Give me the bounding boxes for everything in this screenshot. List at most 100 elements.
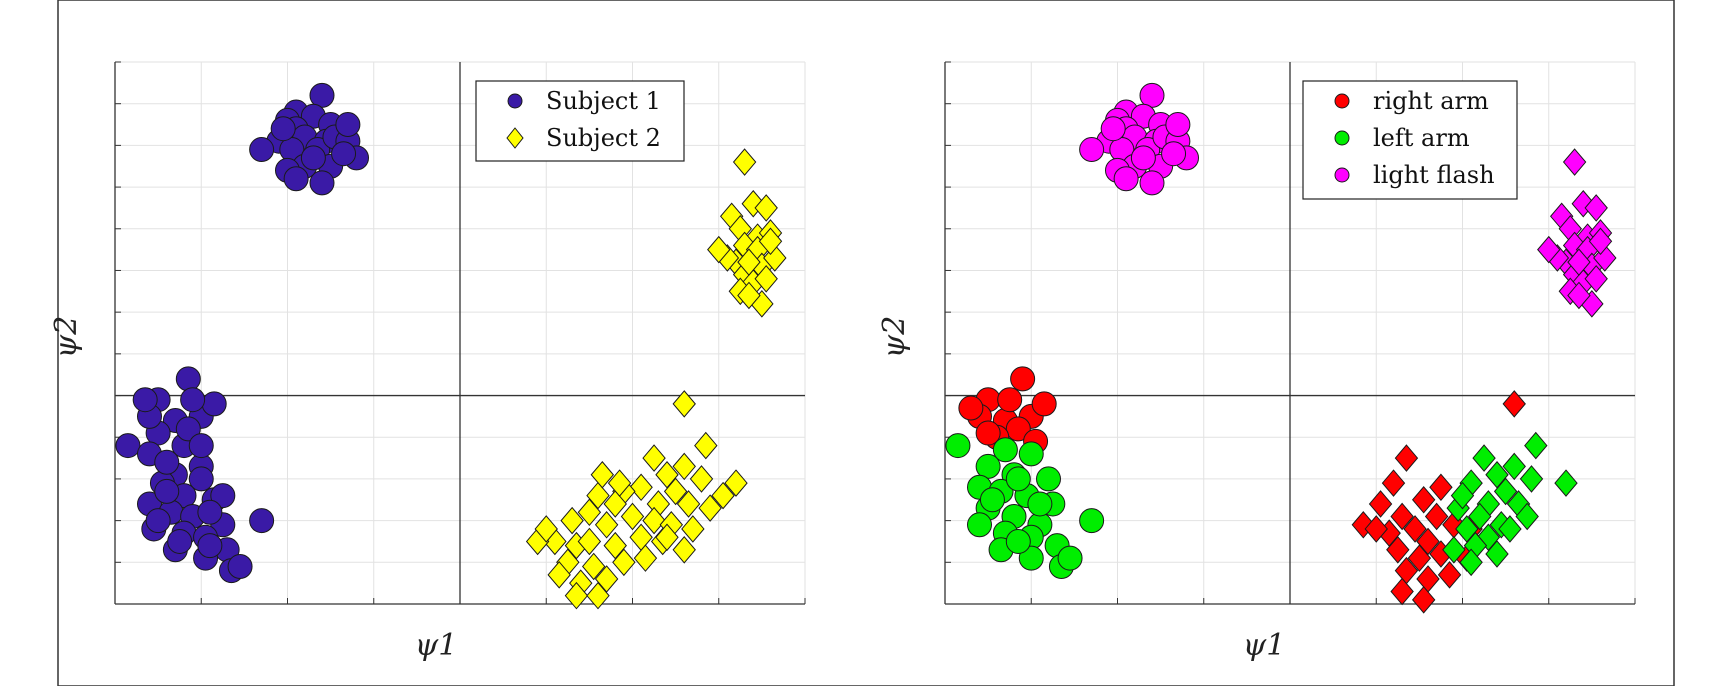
- subject-1-point: [227, 553, 253, 579]
- left-arm-point-circle: [1057, 545, 1083, 571]
- subject-2-point: [655, 460, 679, 489]
- subject-1-point: [249, 137, 275, 163]
- right-arm-point-diamond: [1411, 485, 1436, 514]
- subject-2-point: [534, 515, 558, 543]
- subject-2-point: [711, 481, 735, 510]
- subject-2-point: [737, 281, 761, 310]
- left-arm-point-diamond: [1468, 502, 1492, 531]
- right-arm-point-circle: [975, 420, 1001, 446]
- subject-2-point: [672, 452, 696, 481]
- legend-marker-light-flash: [1334, 167, 1350, 183]
- subject-1-point: [197, 533, 223, 559]
- right-arm-point-diamond: [1407, 544, 1432, 572]
- subject-1-point: [283, 166, 309, 192]
- light-flash-point-circle: [1100, 116, 1126, 142]
- scatter-plot-stimuli: ψ1 ψ2 right arm left arm light flash: [877, 61, 1636, 663]
- legend-marker-subject-1: [507, 93, 523, 109]
- left-arm-point-diamond: [1493, 477, 1518, 506]
- x-axis-label-text: ψ1: [1243, 628, 1286, 663]
- light-flash-point-circle: [1130, 145, 1156, 171]
- subject-2-point: [629, 473, 653, 502]
- subject-1-point: [331, 141, 357, 167]
- subject-1-point: [197, 499, 223, 525]
- left-arm-point-diamond: [1485, 540, 1509, 568]
- scatter-plot-subjects: ψ1 ψ2 Subject 1 Subject 2: [49, 61, 806, 663]
- x-axis-label: ψ1: [415, 628, 458, 663]
- subject-1-point: [145, 508, 171, 534]
- light-flash-point-circle: [1113, 166, 1139, 192]
- x-axis-label-text: ψ1: [415, 628, 458, 663]
- light-flash-point-circle: [1139, 170, 1165, 196]
- right-arm-point-diamond: [1390, 577, 1414, 606]
- left-arm-point-diamond: [1485, 460, 1509, 489]
- legend-marker-left-arm: [1334, 130, 1350, 146]
- y-axis-label: ψ2: [877, 316, 912, 359]
- right-arm-point-circle: [997, 387, 1023, 413]
- axes: [944, 61, 1636, 605]
- left-arm-point-circle: [1018, 545, 1044, 571]
- subject-1-point: [167, 528, 193, 554]
- left-arm-point-circle: [967, 512, 992, 538]
- right-arm-point-diamond: [1381, 469, 1406, 497]
- legend-box: [475, 80, 685, 162]
- subject-1-point: [188, 433, 214, 459]
- left-arm-point-diamond: [1554, 469, 1578, 497]
- subject-2-point: [754, 265, 778, 293]
- left-arm-point-diamond: [1502, 452, 1526, 481]
- left-arm-point-diamond: [1472, 444, 1496, 472]
- subject-2-point: [577, 498, 602, 527]
- subject-2-point: [737, 248, 761, 276]
- light-flash-point-diamond: [1593, 244, 1617, 272]
- legend: Subject 1 Subject 2: [475, 80, 685, 162]
- subject-2-point: [586, 481, 610, 510]
- subject-2-point: [577, 527, 602, 556]
- subject-2-point: [607, 469, 632, 497]
- subject-1-point: [201, 391, 227, 417]
- subject-2-point: [707, 235, 731, 264]
- right-arm-point-diamond: [1411, 586, 1436, 614]
- right-arm-point-circle: [1031, 391, 1057, 417]
- subject-2-point: [603, 490, 627, 518]
- right-arm-point-circle: [1005, 416, 1031, 442]
- right-arm-point-diamond: [1437, 561, 1462, 589]
- subject-1-point: [270, 116, 296, 142]
- subject-1-point: [154, 449, 180, 475]
- subject-2-point: [689, 465, 714, 493]
- right-arm-point-diamond: [1368, 490, 1393, 518]
- data-points: [945, 82, 1617, 614]
- subject-2-point: [672, 536, 696, 564]
- subject-2-point: [763, 244, 787, 272]
- subject-2-point: [603, 531, 627, 560]
- subject-2-point: [642, 444, 666, 472]
- light-flash-point-diamond: [1584, 194, 1608, 222]
- subject-1-point: [188, 466, 214, 492]
- right-arm-point-diamond: [1416, 527, 1440, 556]
- left-arm-point-diamond: [1450, 481, 1475, 510]
- left-arm-point-diamond: [1524, 431, 1548, 460]
- subject-1-point: [175, 416, 201, 442]
- subject-1-point: [132, 387, 158, 413]
- subject-1-point: [309, 170, 335, 196]
- legend-marker-right-arm: [1334, 93, 1350, 109]
- light-flash-point-diamond: [1567, 248, 1591, 276]
- subject-2-point: [594, 565, 619, 593]
- light-flash-point-diamond: [1588, 227, 1613, 256]
- subject-2-point: [560, 506, 584, 535]
- subject-2-point: [672, 390, 696, 418]
- axes: [114, 61, 806, 605]
- right-arm-point-diamond: [1386, 536, 1410, 564]
- left-arm-point-diamond: [1498, 515, 1522, 543]
- legend-label-subject-1: Subject 1: [546, 87, 661, 115]
- left-arm-point-diamond: [1459, 548, 1483, 577]
- right-arm-point-diamond: [1394, 444, 1419, 472]
- left-arm-point-circle: [1005, 528, 1031, 554]
- legend-label-right-arm: right arm: [1373, 87, 1489, 115]
- left-arm-point-circle: [1079, 508, 1105, 534]
- subject-1-point: [115, 433, 141, 459]
- data-points: [115, 82, 787, 610]
- left-arm-point-circle: [979, 487, 1005, 513]
- subject-2-point: [655, 523, 679, 552]
- subject-2-point: [612, 548, 636, 577]
- light-flash-point-circle: [1165, 112, 1191, 138]
